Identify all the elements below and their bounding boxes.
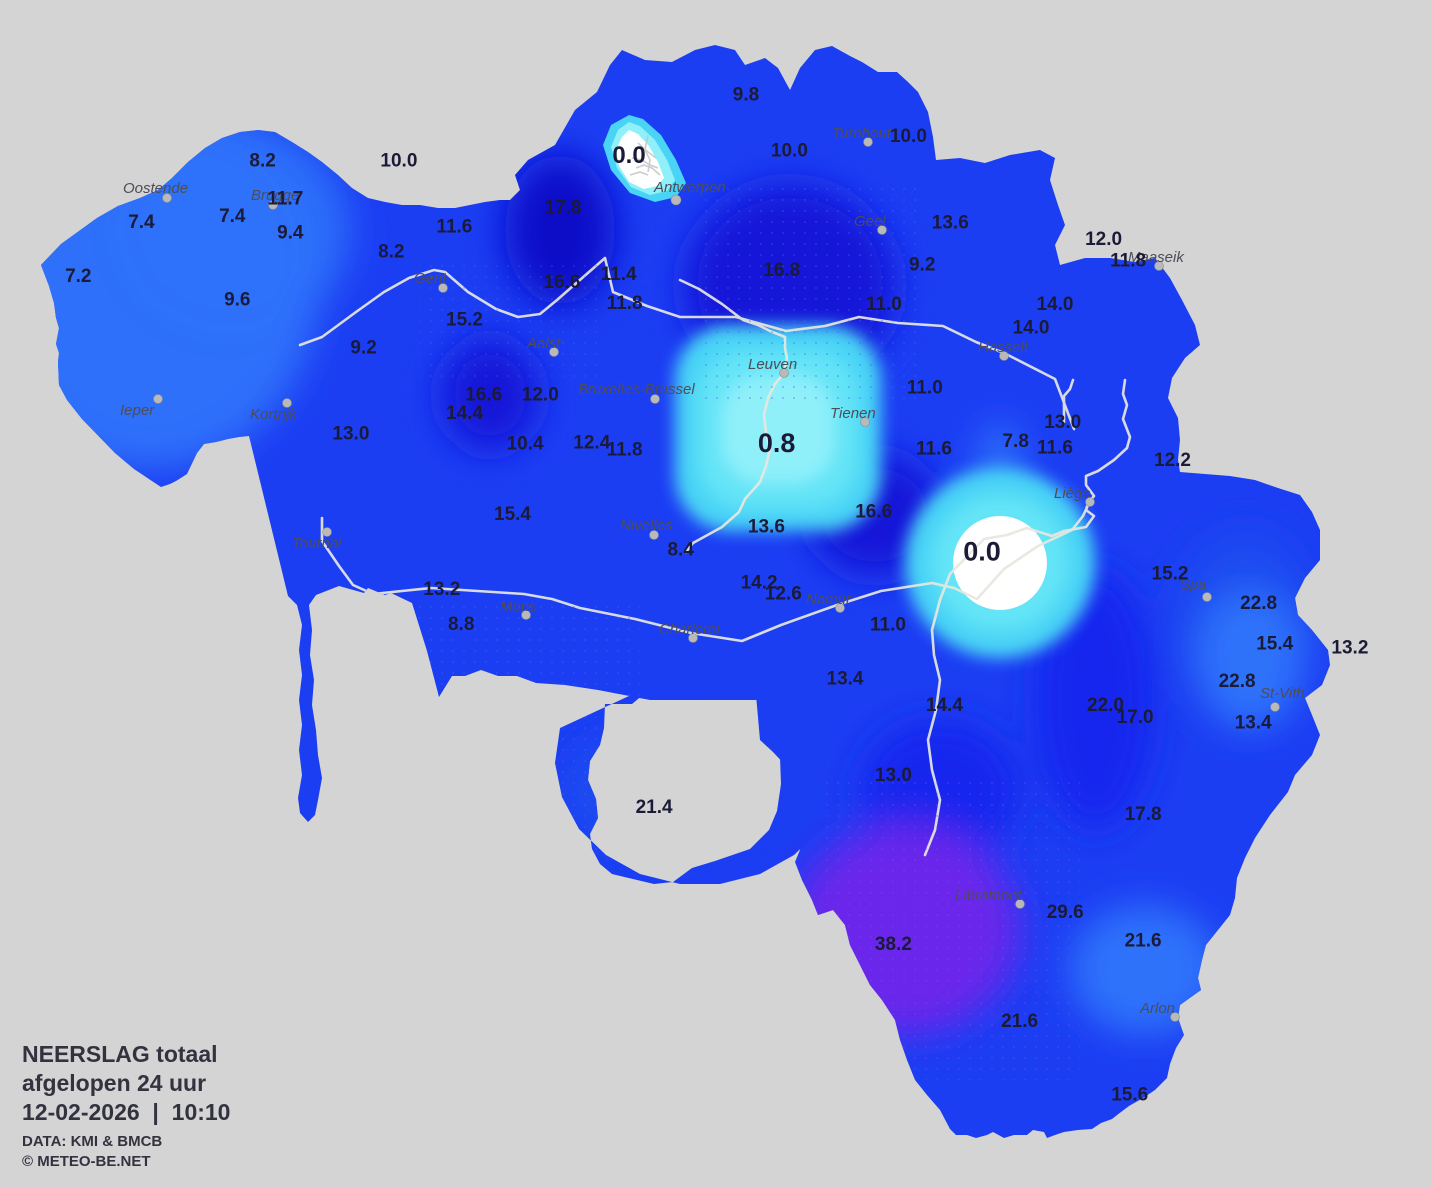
svg-text:11.4: 11.4 xyxy=(601,264,637,285)
svg-text:9.2: 9.2 xyxy=(909,255,935,276)
svg-text:13.6: 13.6 xyxy=(748,516,785,537)
svg-text:15.2: 15.2 xyxy=(1152,564,1189,585)
svg-text:0.0: 0.0 xyxy=(963,537,1001,567)
svg-text:Oostende: Oostende xyxy=(123,180,188,197)
svg-text:15.6: 15.6 xyxy=(1111,1085,1148,1106)
svg-text:7.4: 7.4 xyxy=(128,212,155,233)
svg-text:Antwerpen: Antwerpen xyxy=(653,179,726,196)
svg-text:13.0: 13.0 xyxy=(1044,412,1081,433)
svg-text:11.6: 11.6 xyxy=(436,216,472,237)
svg-text:8.2: 8.2 xyxy=(249,151,275,172)
svg-text:10.4: 10.4 xyxy=(507,433,544,454)
svg-text:7.2: 7.2 xyxy=(65,266,91,287)
svg-text:Nivelles: Nivelles xyxy=(620,517,673,534)
svg-text:11.6: 11.6 xyxy=(916,439,952,460)
svg-text:8.8: 8.8 xyxy=(448,614,474,635)
svg-text:8.2: 8.2 xyxy=(378,242,404,263)
svg-text:13.2: 13.2 xyxy=(1331,638,1368,659)
svg-text:Gent: Gent xyxy=(414,270,447,287)
svg-text:11.8: 11.8 xyxy=(607,440,643,461)
svg-text:10.0: 10.0 xyxy=(380,151,417,172)
svg-text:38.2: 38.2 xyxy=(875,934,912,955)
svg-text:Mons: Mons xyxy=(500,598,537,615)
svg-text:7.4: 7.4 xyxy=(219,206,246,227)
svg-text:16.8: 16.8 xyxy=(763,260,800,281)
svg-text:8.4: 8.4 xyxy=(667,539,694,560)
svg-text:Geel: Geel xyxy=(854,213,886,230)
svg-text:Namur: Namur xyxy=(806,591,852,608)
svg-text:14.4: 14.4 xyxy=(926,695,963,716)
svg-text:22.8: 22.8 xyxy=(1219,671,1256,692)
svg-text:17.0: 17.0 xyxy=(1117,707,1154,728)
svg-text:Aalst: Aalst xyxy=(526,335,561,352)
svg-text:21.6: 21.6 xyxy=(1125,930,1162,951)
svg-text:12.0: 12.0 xyxy=(1085,229,1122,250)
svg-text:9.4: 9.4 xyxy=(277,222,304,243)
svg-text:Ieper: Ieper xyxy=(120,402,155,419)
svg-text:0.8: 0.8 xyxy=(758,428,796,458)
svg-text:9.2: 9.2 xyxy=(350,338,376,359)
svg-text:13.4: 13.4 xyxy=(827,668,864,689)
svg-text:Leuven: Leuven xyxy=(748,356,797,373)
svg-text:9.6: 9.6 xyxy=(224,290,250,311)
svg-text:12.4: 12.4 xyxy=(573,432,610,453)
svg-text:15.2: 15.2 xyxy=(446,310,483,331)
svg-text:15.4: 15.4 xyxy=(494,504,531,525)
svg-text:Hasselt: Hasselt xyxy=(978,339,1029,356)
svg-text:17.8: 17.8 xyxy=(545,198,582,219)
svg-text:16.6: 16.6 xyxy=(544,272,581,293)
svg-text:13.0: 13.0 xyxy=(332,423,369,444)
svg-text:13.4: 13.4 xyxy=(1235,712,1272,733)
svg-text:13.0: 13.0 xyxy=(875,765,912,786)
svg-text:Turnhout: Turnhout xyxy=(832,125,892,142)
svg-text:9.8: 9.8 xyxy=(733,85,759,106)
svg-text:21.4: 21.4 xyxy=(636,797,673,818)
svg-text:13.2: 13.2 xyxy=(423,579,460,600)
svg-text:Liège: Liège xyxy=(1054,485,1091,502)
svg-text:22.8: 22.8 xyxy=(1240,593,1277,614)
svg-text:29.6: 29.6 xyxy=(1047,902,1084,923)
svg-text:14.4: 14.4 xyxy=(446,403,483,424)
svg-text:14.0: 14.0 xyxy=(1013,318,1050,339)
svg-text:11.8: 11.8 xyxy=(607,293,643,314)
svg-text:15.4: 15.4 xyxy=(1256,633,1293,654)
svg-text:11.8: 11.8 xyxy=(1110,251,1146,272)
svg-text:14.0: 14.0 xyxy=(1037,294,1074,315)
svg-text:12.0: 12.0 xyxy=(522,384,559,405)
svg-text:St-Vith: St-Vith xyxy=(1260,685,1305,702)
svg-text:16.6: 16.6 xyxy=(855,502,892,523)
svg-text:11.0: 11.0 xyxy=(870,615,906,636)
svg-text:Arlon: Arlon xyxy=(1139,1000,1175,1017)
svg-text:Charleroi: Charleroi xyxy=(659,621,721,638)
svg-text:Kortrijk: Kortrijk xyxy=(250,406,298,423)
svg-text:Tournai: Tournai xyxy=(292,535,342,552)
svg-text:7.8: 7.8 xyxy=(1002,431,1028,452)
svg-text:10.0: 10.0 xyxy=(771,140,808,161)
svg-text:Tienen: Tienen xyxy=(830,405,876,422)
svg-text:Bruxelles-Brussel: Bruxelles-Brussel xyxy=(578,381,695,398)
svg-text:21.6: 21.6 xyxy=(1001,1011,1038,1032)
svg-text:11.0: 11.0 xyxy=(907,377,943,398)
svg-text:17.8: 17.8 xyxy=(1125,804,1162,825)
svg-text:12.2: 12.2 xyxy=(1154,450,1191,471)
svg-text:10.0: 10.0 xyxy=(890,126,927,147)
svg-text:11.0: 11.0 xyxy=(866,294,902,315)
svg-text:11.6: 11.6 xyxy=(1037,438,1073,459)
svg-text:13.6: 13.6 xyxy=(932,212,969,233)
svg-text:Libramont: Libramont xyxy=(955,887,1023,904)
svg-text:11.7: 11.7 xyxy=(267,189,303,210)
svg-text:12.6: 12.6 xyxy=(765,583,802,604)
svg-text:0.0: 0.0 xyxy=(612,142,645,169)
